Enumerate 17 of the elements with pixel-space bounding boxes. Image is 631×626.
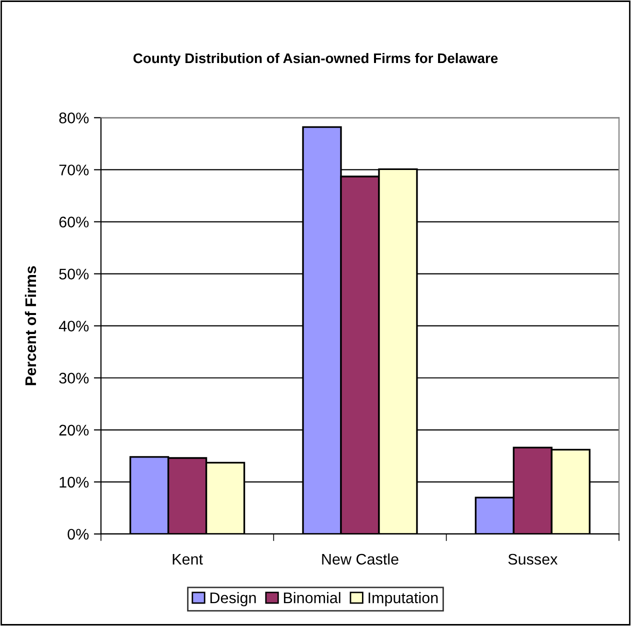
- y-tick-label: 70%: [59, 164, 89, 176]
- y-tick-label: 20%: [59, 424, 89, 436]
- y-tick-label: 10%: [60, 476, 89, 488]
- y-tick-label: 30%: [59, 372, 89, 384]
- y-tick-label: 50%: [59, 268, 89, 280]
- legend-label: Binomial: [284, 592, 340, 604]
- y-tick-label: 60%: [59, 216, 89, 228]
- y-tick-label: 40%: [58, 320, 89, 332]
- y-axis-title: Percent of Firms: [24, 266, 36, 386]
- x-tick-label: Sussex: [508, 554, 558, 565]
- x-tick-label: New Castle: [322, 553, 398, 565]
- legend-label: Design: [210, 592, 256, 606]
- y-tick-label: 0%: [68, 528, 89, 540]
- chart-title: County Distribution of Asian-owned Firms for Delaware: [133, 52, 498, 66]
- x-tick-label: Kent: [172, 554, 203, 565]
- legend-label: Imputation: [368, 592, 438, 606]
- y-tick-label: 80%: [59, 112, 89, 124]
